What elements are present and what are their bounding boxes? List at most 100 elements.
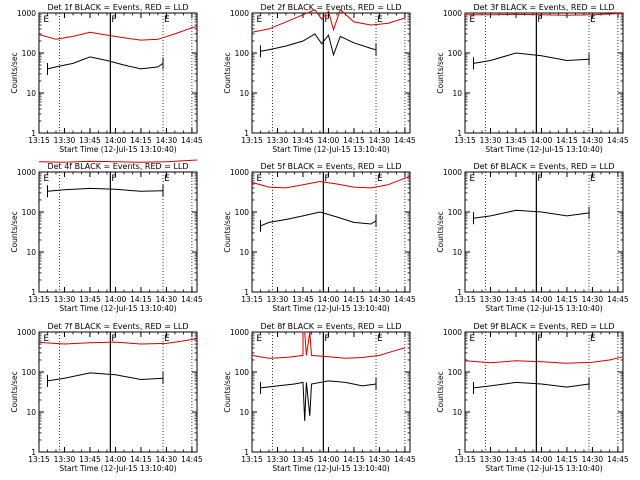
x-tick-label: 14:15 (343, 295, 365, 304)
plot-frame (38, 331, 198, 453)
segment-marker-label: E (256, 334, 262, 344)
y-tick-label: 1 (457, 448, 462, 457)
panel: Det 6f BLACK = Events, RED = LLD 1 10 100 10… (436, 162, 629, 313)
x-tick-label: 14:00 (531, 136, 553, 145)
y-tick-label: 10 (239, 408, 249, 417)
y-tick-label: 100 (235, 208, 250, 217)
x-tick-label: 14:45 (394, 295, 416, 304)
segment-marker-label: E (256, 174, 262, 184)
y-axis-label: Counts/sec (436, 211, 445, 252)
plot-frame (38, 12, 198, 134)
events-series-line (260, 380, 377, 421)
lld-series-line (465, 12, 624, 16)
x-tick-label: 14:00 (105, 295, 127, 304)
panel: Det 8f BLACK = Events, RED = LLD 1 10 100 10… (223, 322, 416, 473)
y-axis-label: Counts/sec (223, 211, 232, 252)
y-tick-label: 10 (26, 89, 36, 98)
x-tick-label: 14:15 (556, 455, 578, 464)
x-tick-label: 14:45 (181, 295, 203, 304)
x-tick-label: 14:45 (394, 455, 416, 464)
x-tick-label: 13:15 (241, 455, 263, 464)
x-tick-label: 13:45 (292, 455, 314, 464)
panel: Det 9f BLACK = Events, RED = LLD 1 10 100 10… (436, 322, 629, 473)
panel: Det 3f BLACK = Events, RED = LLD 1 10 100 10… (436, 3, 629, 154)
x-axis-label: Start Time (12-Jul-15 13:10:40) (485, 145, 602, 154)
x-axis-label: Start Time (12-Jul-15 13:10:40) (272, 464, 389, 473)
x-tick-label: 14:00 (318, 136, 340, 145)
panel-title: Det 6f BLACK = Events, RED = LLD (473, 162, 614, 171)
lld-series-line (251, 8, 406, 33)
x-tick-label: 14:15 (556, 136, 578, 145)
x-tick-label: 13:30 (480, 295, 502, 304)
x-tick-label: 13:45 (505, 136, 527, 145)
x-axis-label: Start Time (12-Jul-15 13:10:40) (272, 304, 389, 313)
y-tick-label: 10 (26, 408, 36, 417)
segment-marker-label: E (469, 334, 475, 344)
segment-marker-label: E (590, 334, 596, 344)
y-tick-label: 10 (239, 248, 249, 257)
y-tick-label: 1 (457, 288, 462, 297)
y-tick-label: 1 (244, 448, 249, 457)
x-tick-label: 14:30 (156, 136, 178, 145)
segment-marker-label: F (537, 174, 542, 184)
segment-marker-label: E (164, 334, 170, 344)
panel-title: Det 2f BLACK = Events, RED = LLD (260, 3, 401, 12)
x-tick-label: 13:45 (79, 295, 101, 304)
x-tick-label: 13:30 (480, 455, 502, 464)
y-tick-label: 100 (235, 368, 250, 377)
y-tick-label: 1 (457, 129, 462, 138)
y-tick-label: 100 (448, 49, 463, 58)
segment-marker-label: F (111, 334, 116, 344)
segment-marker-label: E (43, 334, 49, 344)
x-tick-label: 14:00 (318, 455, 340, 464)
x-tick-label: 14:30 (369, 455, 391, 464)
plot-frame (251, 12, 411, 134)
events-series-line (47, 56, 164, 70)
events-series-line (473, 209, 590, 219)
x-tick-label: 13:45 (79, 455, 101, 464)
panel-title: Det 9f BLACK = Events, RED = LLD (473, 322, 614, 331)
x-tick-label: 13:45 (505, 455, 527, 464)
x-tick-label: 14:15 (130, 295, 152, 304)
plot-frame (464, 171, 624, 293)
segment-marker-label: E (43, 15, 49, 25)
x-tick-label: 14:30 (582, 455, 604, 464)
x-tick-label: 13:30 (54, 295, 76, 304)
y-axis-label: Counts/sec (223, 371, 232, 412)
y-tick-label: 100 (448, 368, 463, 377)
segment-marker-label: F (324, 15, 329, 25)
x-tick-label: 13:15 (28, 295, 50, 304)
x-tick-label: 14:45 (181, 136, 203, 145)
plot-frame (251, 331, 411, 453)
y-tick-label: 1000 (443, 9, 462, 18)
panel-title: Det 7f BLACK = Events, RED = LLD (47, 322, 188, 331)
x-tick-label: 13:15 (454, 455, 476, 464)
y-axis-label: Counts/sec (10, 52, 19, 93)
x-tick-label: 14:30 (369, 136, 391, 145)
lld-series-line (251, 175, 411, 189)
y-tick-label: 10 (452, 408, 462, 417)
x-tick-label: 13:30 (54, 455, 76, 464)
x-tick-label: 13:15 (28, 136, 50, 145)
lld-series-line (464, 356, 624, 364)
lld-series-line (251, 331, 406, 359)
x-tick-label: 13:15 (241, 136, 263, 145)
y-tick-label: 10 (26, 248, 36, 257)
x-axis-label: Start Time (12-Jul-15 13:10:40) (59, 464, 176, 473)
panel-title: Det 5f BLACK = Events, RED = LLD (260, 162, 401, 171)
x-tick-label: 14:00 (105, 455, 127, 464)
segment-marker-label: F (111, 174, 116, 184)
panel: Det 4f BLACK = Events, RED = LLD 1 10 100 10… (10, 159, 203, 313)
events-series-line (47, 372, 164, 382)
x-tick-label: 14:00 (531, 455, 553, 464)
y-tick-label: 1000 (443, 168, 462, 177)
segment-marker-label: F (324, 174, 329, 184)
segment-marker-label: E (377, 15, 383, 25)
x-tick-label: 14:15 (556, 295, 578, 304)
y-tick-label: 10 (452, 248, 462, 257)
y-tick-label: 100 (235, 49, 250, 58)
y-axis-label: Counts/sec (223, 52, 232, 93)
y-tick-label: 1000 (230, 328, 249, 337)
x-tick-label: 13:45 (79, 136, 101, 145)
y-tick-label: 1 (31, 129, 36, 138)
